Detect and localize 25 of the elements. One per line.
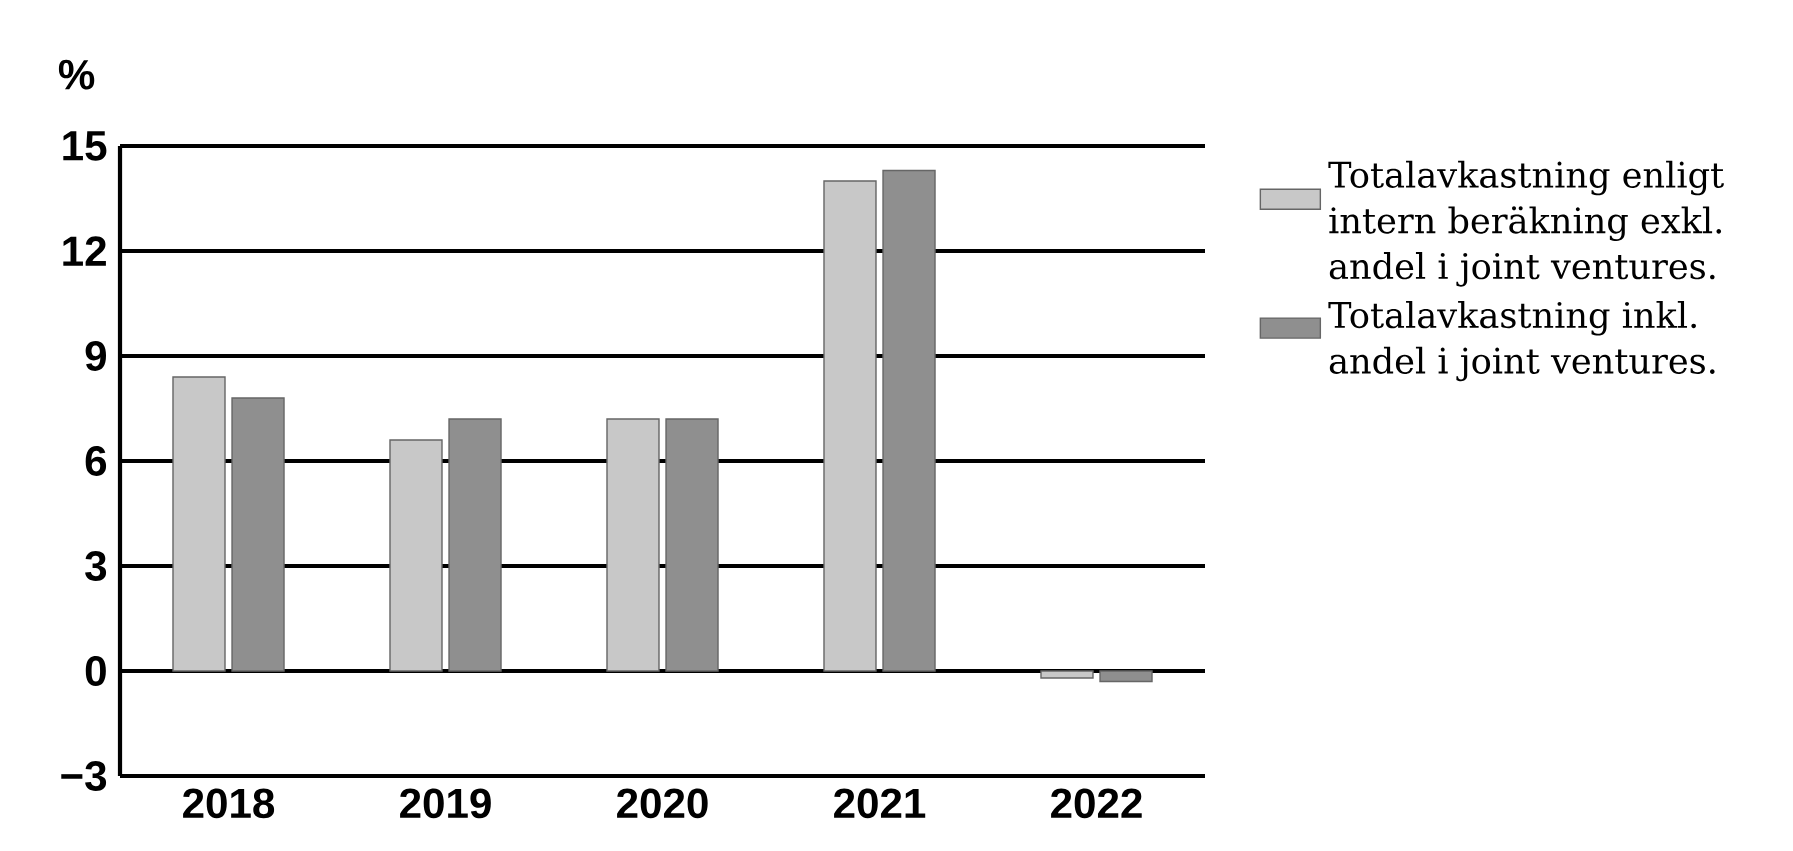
x-tick-label: 2019: [400, 788, 491, 819]
y-tick-label: 15: [63, 131, 107, 161]
y-tick-label: 12: [63, 236, 106, 266]
y-tick-label: 6: [85, 446, 107, 476]
x-tick-label: 2018: [183, 788, 275, 819]
bar: [172, 376, 226, 672]
y-axis-title: %: [58, 59, 95, 90]
bar: [1040, 670, 1094, 679]
x-tick-label: 2022: [1051, 788, 1142, 819]
y-tick-label: 0: [85, 656, 106, 686]
x-tick-label: 2021: [834, 788, 926, 819]
bar: [1099, 670, 1153, 683]
bar: [882, 169, 936, 672]
y-tick-label: 3: [85, 551, 107, 581]
bar: [448, 418, 502, 672]
bar: [231, 397, 285, 672]
bar: [389, 439, 443, 672]
legend-label: Totalavkastning enligt intern beräkning exkl. andel i joint ventures.: [1328, 160, 1724, 287]
legend-label: Totalavkastning inkl. andel i joint ventures.: [1328, 301, 1715, 382]
y-tick-label: −3: [61, 761, 107, 791]
bar: [665, 418, 719, 672]
bar: [606, 418, 660, 672]
x-tick-label: 2020: [617, 788, 708, 819]
y-tick-label: 9: [85, 341, 107, 371]
bar: [823, 180, 877, 672]
